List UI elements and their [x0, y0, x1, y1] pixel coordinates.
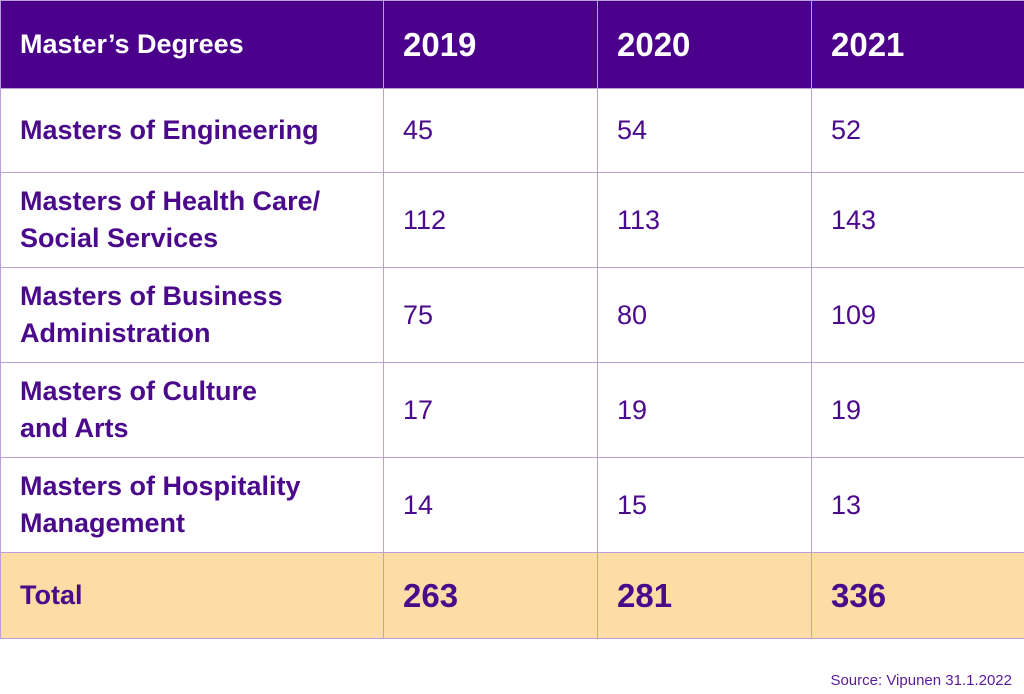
row-label-line: Masters of Culture: [20, 376, 258, 406]
row-label-line: Management: [20, 508, 186, 538]
cell-value: 52: [811, 88, 1024, 173]
total-label: Total: [0, 552, 384, 639]
row-label-line: Masters of Engineering: [20, 115, 319, 145]
row-label-line: Masters of Business: [20, 281, 283, 311]
cell-value: 13: [811, 457, 1024, 553]
cell-value: 15: [597, 457, 812, 553]
cell-value: 19: [811, 362, 1024, 458]
total-value: 336: [811, 552, 1024, 639]
row-label: Masters of Engineering: [0, 88, 384, 173]
cell-value: 80: [597, 267, 812, 363]
header-year-2021: 2021: [811, 0, 1024, 89]
source-note: Source: Vipunen 31.1.2022: [830, 672, 1012, 689]
row-label-line: Administration: [20, 318, 211, 348]
header-year-2020: 2020: [597, 0, 812, 89]
table-row: Masters of Health Care/ Social Services …: [0, 172, 1024, 268]
cell-value: 14: [383, 457, 598, 553]
row-label: Masters of Health Care/ Social Services: [0, 172, 384, 268]
table-row: Masters of Business Administration 75 80…: [0, 267, 1024, 363]
cell-value: 17: [383, 362, 598, 458]
table-row: Masters of Hospitality Management 14 15 …: [0, 457, 1024, 553]
cell-value: 109: [811, 267, 1024, 363]
total-value: 281: [597, 552, 812, 639]
total-row: Total 263 281 336: [0, 552, 1024, 639]
table-row: Masters of Culture and Arts 17 19 19: [0, 362, 1024, 458]
cell-value: 54: [597, 88, 812, 173]
row-label-line: Social Services: [20, 223, 219, 253]
header-row: Master’s Degrees 2019 2020 2021: [0, 0, 1024, 89]
row-label: Masters of Hospitality Management: [0, 457, 384, 553]
total-value: 263: [383, 552, 598, 639]
row-label-line: Masters of Health Care/: [20, 186, 321, 216]
header-label: Master’s Degrees: [0, 0, 384, 89]
cell-value: 45: [383, 88, 598, 173]
row-label: Masters of Culture and Arts: [0, 362, 384, 458]
header-year-2019: 2019: [383, 0, 598, 89]
cell-value: 112: [383, 172, 598, 268]
table-row: Masters of Engineering 45 54 52: [0, 88, 1024, 173]
row-label: Masters of Business Administration: [0, 267, 384, 363]
cell-value: 143: [811, 172, 1024, 268]
cell-value: 19: [597, 362, 812, 458]
row-label-line: Masters of Hospitality: [20, 471, 301, 501]
cell-value: 75: [383, 267, 598, 363]
degrees-table: Master’s Degrees 2019 2020 2021 Masters …: [0, 0, 1024, 639]
row-label-line: and Arts: [20, 413, 129, 443]
cell-value: 113: [597, 172, 812, 268]
